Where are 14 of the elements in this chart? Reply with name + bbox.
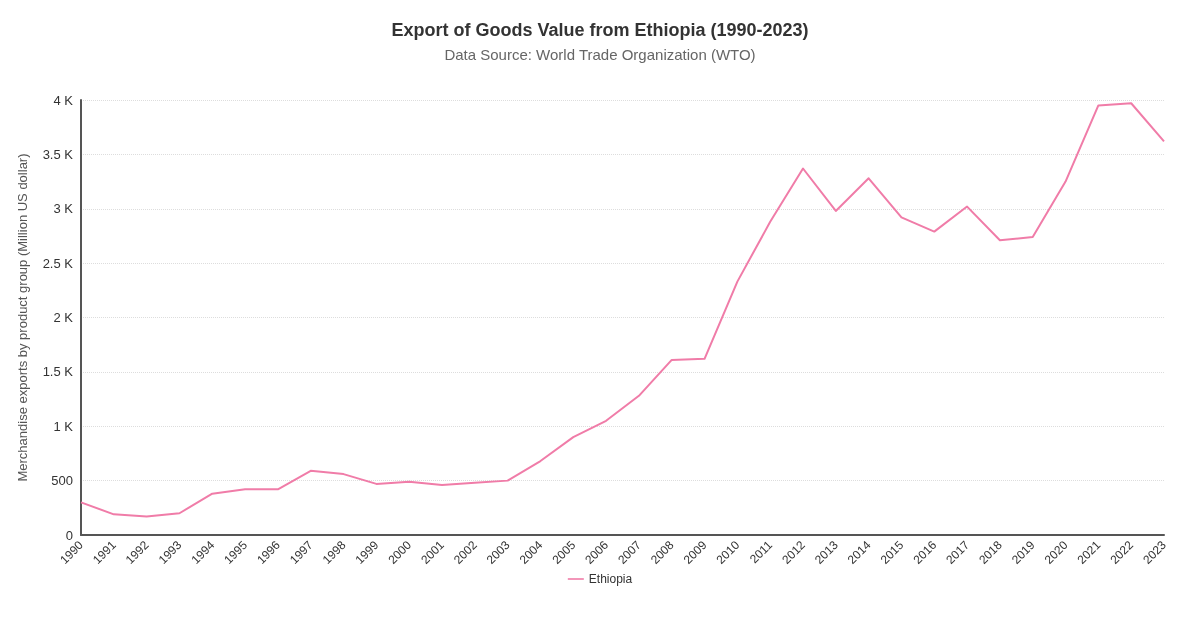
y-tick-label: 1 K [53, 418, 74, 434]
y-tick-label: 4 K [53, 92, 74, 108]
y-tick-label: 3.5 K [42, 146, 74, 162]
y-tick-label: 1.5 K [42, 364, 74, 380]
chart-title: Export of Goods Value from Ethiopia (1990-2023) [391, 20, 809, 40]
y-tick-label: 2 K [53, 310, 74, 325]
y-axis-title: Merchandise exports by product group (Million US dollar) [15, 153, 30, 482]
y-tick-label: 3 K [53, 201, 74, 217]
y-tick-label: 500 [51, 473, 73, 489]
chart-subtitle: Data Source: World Trade Organization (WTO) [444, 46, 756, 63]
legend-label: Ethiopia [588, 572, 633, 586]
y-tick-label: 2.5 K [42, 255, 74, 271]
y-tick-label: 0 [65, 527, 73, 543]
line-series [80, 102, 1165, 518]
